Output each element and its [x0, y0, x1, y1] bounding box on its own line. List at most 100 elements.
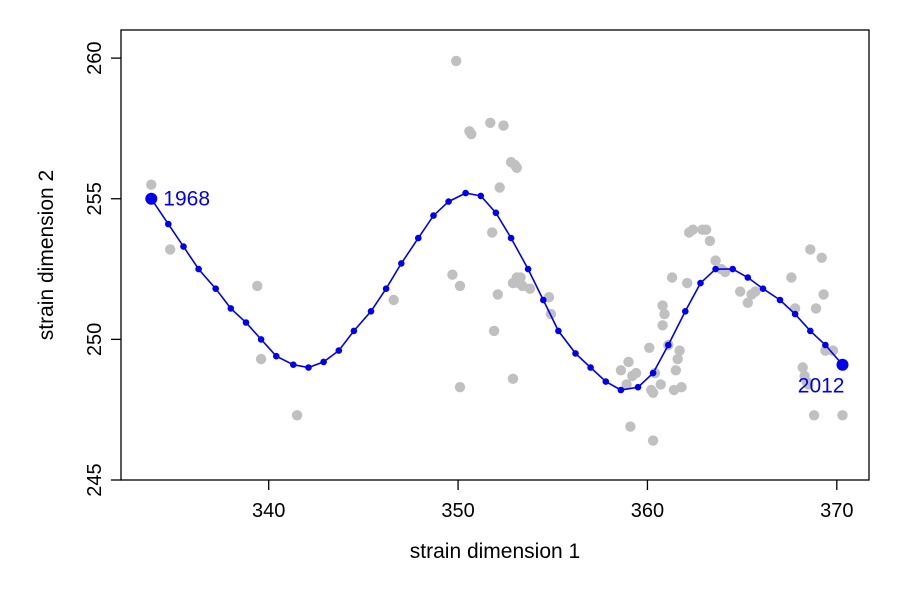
scatter-point — [507, 373, 519, 384]
scatter-point — [447, 269, 458, 280]
scatter-point — [454, 280, 466, 292]
trend-point — [257, 336, 265, 343]
scatter-point — [700, 224, 712, 235]
y-axis-label: strain dimension 2 — [35, 170, 58, 340]
plot-frame — [120, 29, 870, 481]
scatter-point — [291, 410, 303, 421]
scatter-point — [670, 365, 681, 376]
trend-point — [305, 364, 312, 371]
scatter-point — [687, 224, 699, 235]
scatter-point — [676, 382, 687, 393]
scatter-point — [524, 283, 536, 294]
scatter-point — [615, 365, 627, 376]
y-tick-label: 250 — [84, 323, 106, 356]
scatter-point — [704, 235, 716, 247]
scatter-point — [810, 303, 822, 314]
trend-point — [398, 260, 405, 267]
scatter-points-layer — [146, 55, 848, 446]
y-tick-label: 260 — [84, 41, 106, 74]
trend-point — [634, 383, 642, 391]
scatter-point — [805, 244, 816, 255]
trend-point — [524, 265, 532, 273]
trend-endpoint — [145, 192, 158, 205]
x-tick-label: 360 — [631, 500, 664, 522]
scatter-point — [451, 55, 462, 67]
trend-point — [587, 364, 594, 371]
x-tick-label: 370 — [820, 500, 853, 522]
trend-point — [273, 352, 280, 360]
scatter-point — [165, 244, 176, 255]
trend-point — [242, 319, 250, 326]
x-tick-label: 340 — [252, 500, 285, 522]
trend-point — [430, 212, 437, 219]
scatter-point — [837, 410, 848, 421]
scatter-point — [710, 255, 721, 266]
trend-point — [462, 189, 469, 197]
scatter-point — [515, 272, 526, 283]
trend-line-layer — [145, 189, 849, 394]
scatter-point — [735, 286, 746, 297]
trend-point — [729, 265, 736, 273]
trend-point — [682, 308, 689, 315]
trend-point — [367, 308, 375, 315]
trend-point — [212, 285, 219, 293]
trend-point — [602, 378, 610, 385]
scatter-point — [682, 277, 693, 289]
trend-point — [290, 361, 297, 369]
trend-endpoint — [836, 358, 849, 371]
scatter-point — [644, 342, 655, 353]
scatter-point — [818, 289, 829, 300]
trend-point — [507, 234, 515, 242]
trend-point — [415, 234, 422, 242]
scatter-point — [742, 297, 753, 308]
scatter-point — [146, 179, 157, 190]
scatter-point — [808, 410, 820, 421]
trend-point — [712, 265, 719, 273]
scatter-point — [466, 128, 477, 140]
scatter-point — [647, 387, 659, 398]
scatter-point — [657, 300, 668, 311]
scatter-point — [487, 227, 498, 238]
scatter-point — [492, 289, 503, 300]
scatter-point — [647, 435, 659, 446]
trend-point — [382, 285, 390, 293]
scatter-point — [388, 294, 399, 306]
scatter-point — [666, 272, 678, 283]
trend-point — [477, 192, 485, 200]
x-axis-label: strain dimension 1 — [410, 540, 580, 563]
axes-layer: 340 350 360 370 245 250 255 260 — [84, 41, 853, 522]
y-tick-label: 245 — [84, 463, 106, 496]
scatter-point — [255, 353, 267, 365]
scatter-point — [816, 252, 827, 263]
year-annotation: 2012 — [798, 375, 845, 398]
trend-point — [665, 341, 672, 349]
scatter-point — [655, 379, 666, 390]
scatter-point — [827, 345, 839, 356]
scatter-point — [803, 379, 814, 390]
scatter-point — [719, 266, 731, 278]
trend-point — [759, 285, 767, 293]
trend-point — [697, 279, 704, 287]
scatter-point — [252, 280, 263, 292]
scatter-point — [797, 362, 808, 373]
trend-point — [180, 243, 187, 250]
scatter-point — [498, 120, 509, 131]
trend-point — [165, 220, 172, 228]
scatter-point — [511, 162, 522, 173]
trend-point — [350, 327, 358, 335]
annotations-layer: 1968 2012 — [163, 187, 844, 397]
trend-point — [540, 296, 547, 304]
scatter-point — [623, 356, 634, 368]
trend-point — [791, 310, 799, 318]
scatter-point — [494, 182, 505, 193]
trend-point — [617, 386, 625, 394]
y-tick-label: 255 — [84, 182, 106, 215]
trend-point — [807, 327, 814, 335]
scatter-point — [659, 308, 670, 320]
scatter-point — [454, 382, 466, 393]
scatter-point — [630, 367, 642, 379]
trend-point — [776, 296, 784, 304]
scatter-point — [488, 325, 500, 337]
x-tick-label: 350 — [441, 500, 474, 522]
